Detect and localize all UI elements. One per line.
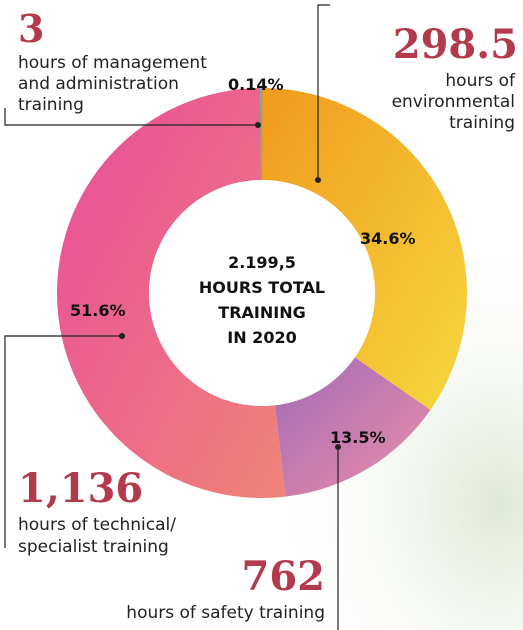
leader-dot <box>315 177 321 183</box>
hours-number: 762 <box>242 553 326 600</box>
hours-number: 298.5 <box>393 21 518 68</box>
leader-dot <box>255 122 261 128</box>
leader-line <box>4 108 258 126</box>
leader-dot <box>335 444 341 450</box>
donut-slice <box>56 88 286 498</box>
center-text: HOURS TOTAL <box>199 278 325 297</box>
value-label: 34.6% <box>360 229 416 248</box>
center-text: 2.199,5 <box>228 253 296 272</box>
hours-description: hours of management <box>18 53 207 73</box>
leader-dot <box>119 333 125 339</box>
leader-line <box>317 4 330 180</box>
donut-slice <box>274 357 431 497</box>
hours-description: environmental <box>392 92 515 112</box>
hours-number: 1,136 <box>18 465 143 512</box>
value-label: 13.5% <box>330 428 386 447</box>
hours-description: training <box>449 113 515 133</box>
hours-number: 3 <box>18 6 44 51</box>
center-text: IN 2020 <box>227 328 296 347</box>
hours-description: training <box>18 95 84 115</box>
donut-hole <box>149 180 375 406</box>
hours-description: hours of technical/ <box>18 515 176 535</box>
center-text: TRAINING <box>218 303 305 322</box>
value-label: 51.6% <box>70 301 126 320</box>
donut-slice <box>260 88 262 181</box>
hours-description: specialist training <box>18 537 169 557</box>
donut-slice <box>262 88 467 410</box>
hours-description: and administration <box>18 74 179 94</box>
hours-description: hours of <box>445 71 516 91</box>
hours-description: hours of safety training <box>126 603 325 623</box>
leader-line <box>4 335 122 548</box>
value-label: 0.14% <box>228 75 284 94</box>
